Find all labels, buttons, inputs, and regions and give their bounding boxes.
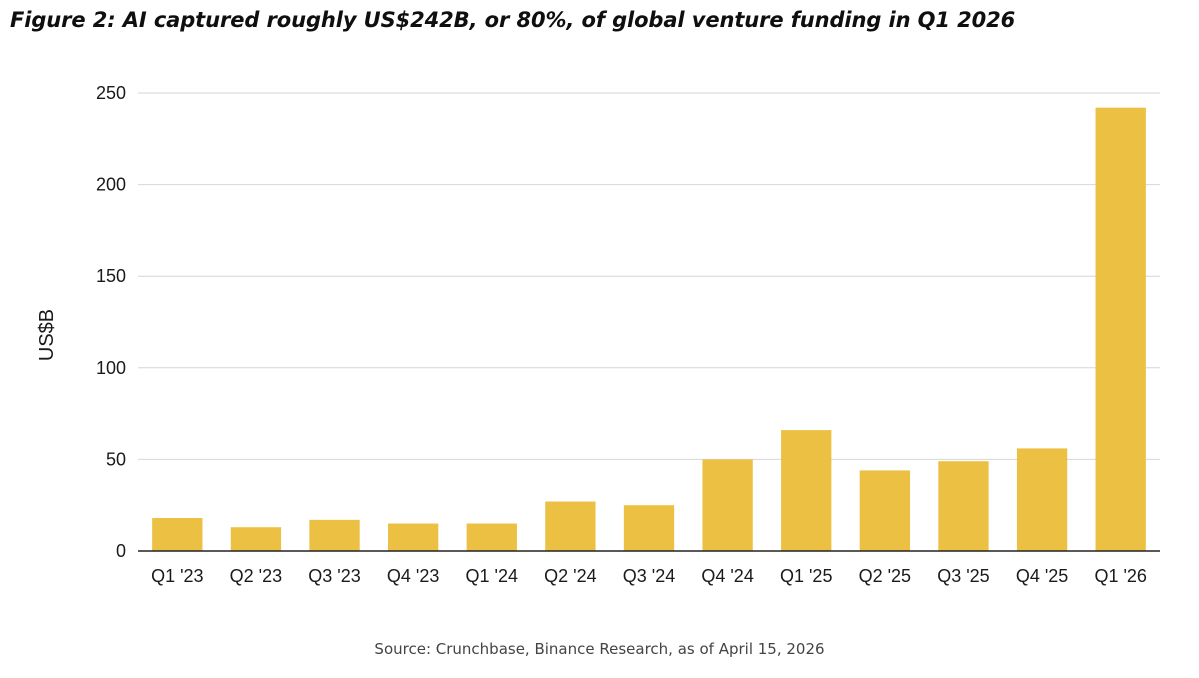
bar-3 (387, 523, 439, 551)
x-tick-label: Q4 '25 (1016, 566, 1068, 586)
x-tick-label: Q3 '24 (623, 566, 675, 586)
x-tick-label: Q2 '25 (859, 566, 911, 586)
bar-4 (466, 523, 517, 551)
x-tick-label: Q4 '24 (701, 566, 753, 586)
bar-10 (938, 461, 989, 551)
y-tick-label: 200 (96, 175, 126, 195)
x-tick-label: Q3 '23 (308, 566, 360, 586)
source-note: Source: Crunchbase, Binance Research, as… (374, 640, 825, 658)
y-tick-label: 0 (116, 541, 126, 561)
x-tick-label: Q1 '26 (1094, 566, 1146, 586)
bar-12 (1095, 107, 1146, 551)
bar-7 (702, 459, 753, 551)
chart-title: Figure 2: AI captured roughly US$242B, o… (10, 8, 1016, 32)
x-tick-label: Q1 '24 (466, 566, 518, 586)
y-tick-label: 100 (96, 358, 126, 378)
x-tick-label: Q2 '23 (230, 566, 282, 586)
y-tick-label: 250 (96, 83, 126, 103)
bar-9 (859, 470, 911, 551)
y-tick-label: 50 (106, 449, 126, 469)
y-axis-label: US$B (36, 309, 58, 361)
x-tick-label: Q1 '25 (780, 566, 832, 586)
x-tick-label: Q1 '23 (151, 566, 203, 586)
x-tick-label: Q4 '23 (387, 566, 439, 586)
bar-6 (623, 505, 675, 551)
x-tick-label: Q3 '25 (937, 566, 989, 586)
x-tick-label: Q2 '24 (544, 566, 596, 586)
bar-1 (230, 527, 282, 551)
bar-5 (545, 501, 596, 551)
bar-0 (152, 518, 203, 551)
bar-2 (309, 519, 360, 551)
bar-8 (781, 430, 832, 551)
bar-11 (1016, 448, 1068, 551)
y-tick-label: 150 (96, 266, 126, 286)
